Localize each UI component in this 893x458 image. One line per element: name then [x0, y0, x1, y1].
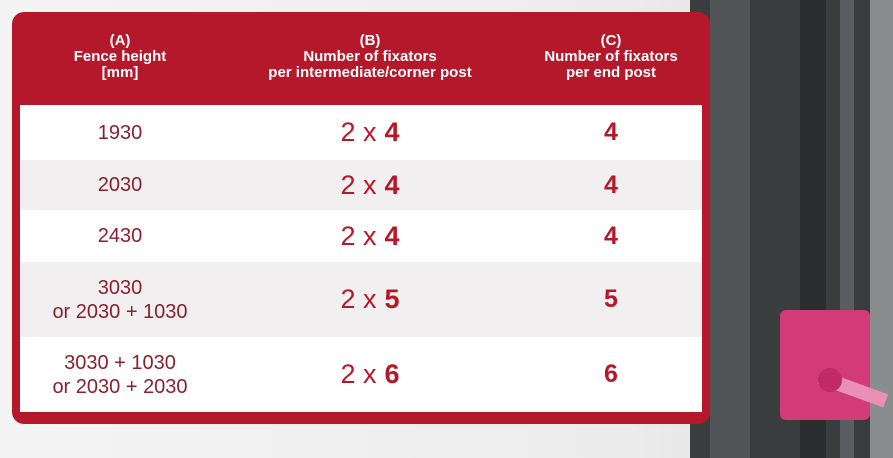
height-line: 3030 + 1030	[64, 351, 176, 375]
height-line: 2030	[98, 173, 143, 197]
height-cell: 1930	[20, 105, 220, 160]
count: 4	[385, 117, 400, 148]
end-cell: 6	[520, 337, 702, 412]
intermediate-cell: 2 x 4	[220, 105, 520, 160]
height-cell: 2030	[20, 160, 220, 210]
end-count: 4	[604, 118, 618, 147]
multiplier: 2 x	[340, 284, 376, 315]
intermediate-cell: 2 x 6	[220, 337, 520, 412]
end-count: 5	[604, 285, 618, 314]
header-line: Fence height	[74, 49, 167, 65]
count: 4	[385, 221, 400, 252]
header-line: (C)	[601, 33, 622, 49]
end-cell: 5	[520, 262, 702, 337]
count: 4	[385, 170, 400, 201]
count: 5	[385, 284, 400, 315]
count: 6	[385, 359, 400, 390]
screen: (A)Fence height[mm](B)Number of fixators…	[0, 0, 893, 458]
height-line: 1930	[98, 121, 143, 145]
header-line: Number of fixators	[544, 49, 677, 65]
table-row: 2030 2 x 4 4	[20, 160, 702, 210]
table-row: 1930 2 x 4 4	[20, 105, 702, 160]
end-cell: 4	[520, 105, 702, 160]
header-cell: (A)Fence height[mm]	[20, 12, 220, 102]
header-line: (A)	[110, 33, 131, 49]
intermediate-cell: 2 x 4	[220, 160, 520, 210]
intermediate-cell: 2 x 5	[220, 262, 520, 337]
end-count: 6	[604, 360, 618, 389]
height-line: or 2030 + 1030	[52, 300, 187, 324]
header-row: (A)Fence height[mm](B)Number of fixators…	[20, 12, 702, 102]
height-line: 2430	[98, 224, 143, 248]
end-count: 4	[604, 222, 618, 251]
fixator-table: (A)Fence height[mm](B)Number of fixators…	[12, 12, 710, 424]
end-cell: 4	[520, 210, 702, 262]
intermediate-cell: 2 x 4	[220, 210, 520, 262]
header-line: per intermediate/corner post	[268, 65, 471, 81]
post-illustration	[690, 0, 893, 458]
end-cell: 4	[520, 160, 702, 210]
header-line: (B)	[360, 33, 381, 49]
multiplier: 2 x	[340, 359, 376, 390]
height-line: 3030	[98, 276, 143, 300]
multiplier: 2 x	[340, 117, 376, 148]
header-line: Number of fixators	[303, 49, 436, 65]
end-count: 4	[604, 171, 618, 200]
table-row: 2430 2 x 4 4	[20, 210, 702, 262]
header-line: per end post	[566, 65, 656, 81]
multiplier: 2 x	[340, 221, 376, 252]
header-line: [mm]	[102, 65, 139, 81]
height-cell: 2430	[20, 210, 220, 262]
height-line: or 2030 + 2030	[52, 375, 187, 399]
multiplier: 2 x	[340, 170, 376, 201]
